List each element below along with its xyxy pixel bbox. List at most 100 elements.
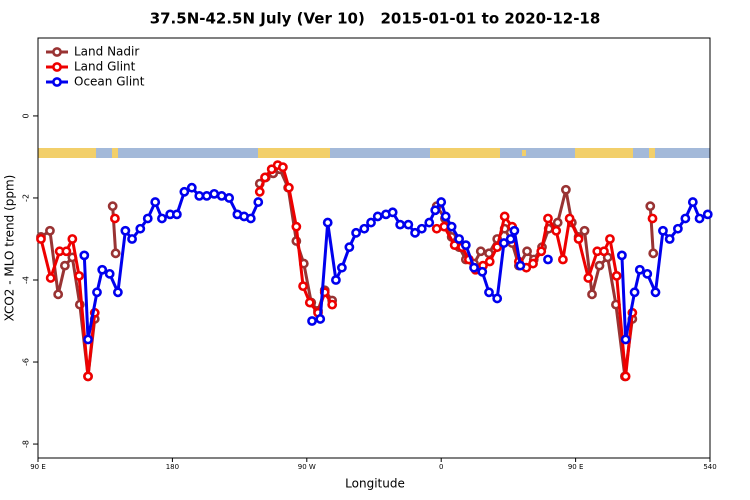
data-point: [416, 223, 427, 234]
data-point: [366, 217, 376, 228]
data-point: [201, 191, 212, 201]
data-point: [344, 242, 355, 253]
series-line: [41, 165, 653, 376]
data-point: [403, 219, 414, 230]
data-point: [645, 201, 656, 212]
data-point: [61, 246, 72, 257]
data-point: [372, 211, 383, 222]
data-point: [642, 268, 653, 279]
data-point: [127, 234, 137, 244]
data-point: [291, 221, 302, 232]
data-point: [647, 213, 658, 224]
data-point: [439, 221, 450, 232]
x-tick-label: 540: [703, 463, 716, 471]
data-point: [92, 287, 102, 298]
legend-label: Land Nadir: [74, 45, 139, 59]
data-point: [112, 287, 123, 298]
data-point: [620, 371, 631, 382]
data-point: [475, 246, 486, 257]
data-point: [492, 242, 503, 253]
data-point: [599, 246, 609, 257]
data-point: [53, 289, 64, 300]
data-point: [431, 223, 442, 234]
data-point: [560, 184, 571, 195]
y-tick-label: 0: [22, 113, 31, 118]
data-point: [142, 213, 153, 224]
data-point: [157, 213, 167, 224]
data-point: [83, 334, 93, 345]
data-point: [186, 182, 197, 193]
data-point: [430, 205, 441, 216]
data-point: [460, 240, 471, 251]
data-point: [499, 211, 510, 222]
y-tick-label: -8: [22, 440, 31, 448]
data-point: [594, 260, 605, 271]
land-ocean-strip: [38, 148, 710, 158]
data-point: [687, 197, 698, 207]
data-point: [579, 225, 590, 236]
data-point: [194, 191, 205, 201]
data-point: [171, 209, 182, 220]
data-point: [359, 223, 370, 234]
y-tick-label: -2: [22, 194, 31, 202]
data-point: [484, 287, 494, 298]
data-point: [410, 227, 420, 238]
data-point: [440, 211, 451, 222]
data-point: [45, 225, 55, 236]
data-point: [331, 275, 341, 285]
data-point: [278, 162, 288, 173]
data-point: [620, 334, 631, 345]
legend-marker: [52, 77, 62, 87]
data-point: [74, 270, 84, 281]
x-tick-label: 90 W: [298, 463, 316, 471]
x-tick-label: 180: [166, 463, 179, 471]
x-tick-label: 90 E: [568, 463, 584, 471]
data-point: [694, 213, 705, 224]
data-point: [543, 254, 553, 265]
data-point: [564, 213, 575, 224]
data-point: [79, 250, 90, 261]
data-point: [611, 270, 622, 281]
data-point: [59, 260, 70, 271]
chart-title: 37.5N-42.5N July (Ver 10) 2015-01-01 to …: [150, 10, 601, 28]
legend-marker: [52, 47, 62, 57]
data-point: [492, 293, 503, 304]
data-point: [634, 264, 645, 275]
data-point: [522, 246, 532, 257]
data-point: [543, 213, 553, 224]
data-point: [209, 188, 220, 199]
data-point: [424, 217, 435, 228]
data-point: [515, 260, 526, 271]
data-point: [283, 182, 294, 193]
data-point: [83, 371, 93, 382]
y-tick-label: -6: [22, 358, 31, 366]
data-point: [551, 225, 562, 236]
data-point: [179, 186, 190, 197]
data-point: [327, 299, 338, 310]
data-point: [446, 221, 457, 232]
data-point: [605, 234, 615, 244]
data-point: [304, 297, 315, 308]
data-point: [658, 225, 668, 236]
data-point: [387, 207, 398, 218]
data-point: [307, 316, 317, 326]
data-point: [245, 213, 256, 224]
data-point: [672, 223, 683, 234]
data-point: [484, 256, 495, 267]
data-point: [469, 262, 479, 273]
data-point: [107, 201, 118, 212]
data-point: [395, 219, 406, 230]
data-point: [298, 281, 308, 292]
data-point: [587, 289, 597, 300]
data-point: [573, 234, 584, 244]
x-tick-label: 90 E: [30, 463, 46, 471]
legend-marker: [52, 62, 62, 72]
data-point: [336, 262, 347, 273]
data-point: [702, 209, 713, 220]
plot-frame: [37, 37, 711, 459]
data-point: [664, 234, 675, 244]
y-tick-label: -4: [22, 276, 31, 284]
data-point: [216, 191, 227, 201]
data-point: [224, 193, 235, 203]
data-point: [454, 234, 465, 244]
